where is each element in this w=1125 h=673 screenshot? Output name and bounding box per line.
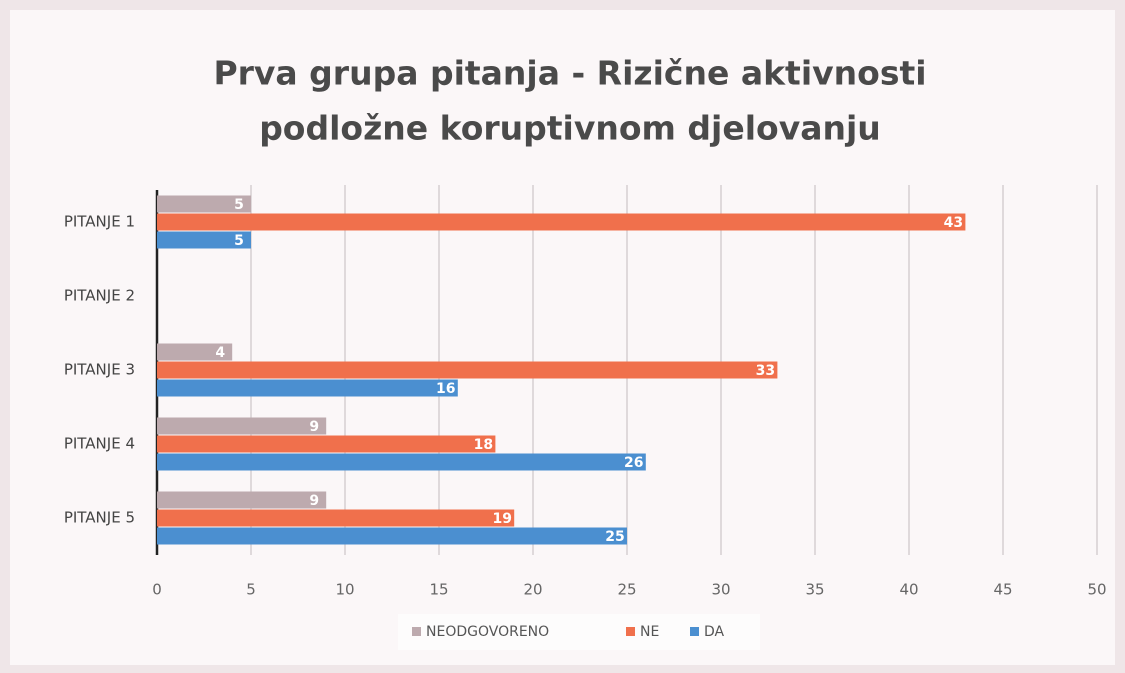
data-label: 5	[234, 197, 244, 213]
data-label: 4	[215, 345, 225, 361]
legend-swatch	[690, 627, 699, 636]
bar	[157, 509, 515, 527]
legend-box	[398, 614, 760, 650]
bar	[157, 361, 778, 379]
x-tick-label: 10	[335, 581, 354, 599]
bar	[157, 417, 327, 435]
data-label: 19	[492, 511, 511, 527]
chart-area	[10, 10, 1115, 665]
bar	[157, 453, 646, 471]
bar	[157, 527, 627, 545]
data-label: 18	[474, 437, 493, 453]
x-tick-label: 20	[523, 581, 542, 599]
data-label: 16	[436, 381, 455, 397]
y-tick-label: PITANJE 3	[64, 361, 135, 379]
x-tick-label: 50	[1087, 581, 1106, 599]
bar	[157, 231, 251, 249]
bar	[157, 195, 251, 213]
legend-swatch	[626, 627, 635, 636]
bar	[157, 379, 458, 397]
bar	[157, 435, 496, 453]
data-label: 33	[756, 363, 775, 379]
x-tick-label: 40	[899, 581, 918, 599]
data-label: 5	[234, 233, 244, 249]
bar	[157, 491, 327, 509]
data-label: 26	[624, 455, 643, 471]
x-tick-label: 45	[993, 581, 1012, 599]
x-tick-label: 35	[805, 581, 824, 599]
x-tick-label: 30	[711, 581, 730, 599]
data-label: 9	[309, 419, 319, 435]
y-tick-label: PITANJE 1	[64, 213, 135, 231]
legend-swatch	[412, 627, 421, 636]
legend-label: NE	[640, 624, 659, 640]
y-tick-label: PITANJE 2	[64, 287, 135, 305]
data-label: 25	[605, 529, 624, 545]
y-tick-label: PITANJE 5	[64, 509, 135, 527]
data-label: 43	[944, 215, 963, 231]
chart-title: podložne koruptivnom djelovanju	[259, 109, 881, 148]
bar	[157, 343, 233, 361]
legend-label: NEODGOVORENO	[426, 624, 549, 640]
chart-title: Prva grupa pitanja - Rizične aktivnosti	[213, 54, 926, 93]
legend-label: DA	[704, 624, 725, 640]
y-tick-label: PITANJE 4	[64, 435, 135, 453]
x-tick-label: 5	[246, 581, 256, 599]
x-tick-label: 0	[152, 581, 162, 599]
x-tick-label: 25	[617, 581, 636, 599]
data-label: 9	[309, 493, 319, 509]
bar	[157, 213, 966, 231]
x-tick-label: 15	[429, 581, 448, 599]
